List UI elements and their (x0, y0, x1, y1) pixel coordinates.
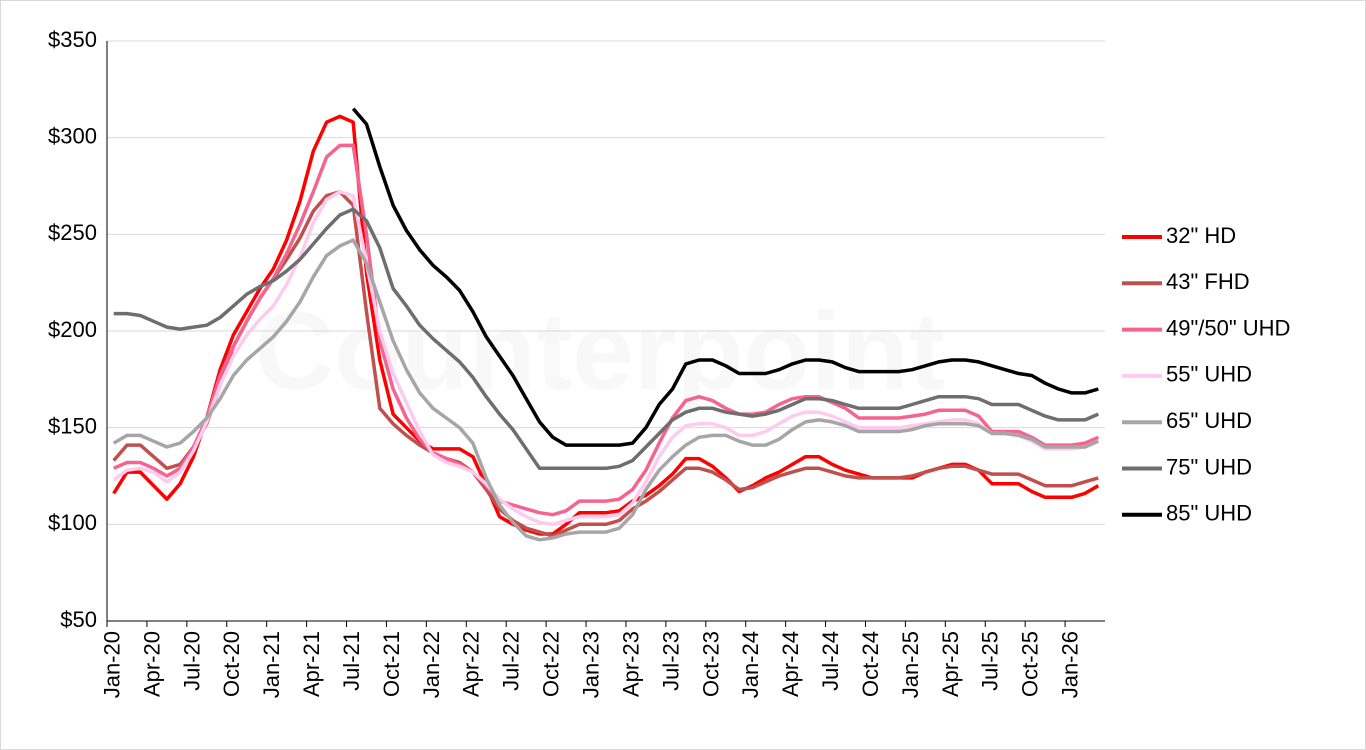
series-line (112, 190, 1099, 527)
x-tick-label: Jan-23 (579, 631, 604, 698)
y-tick-label: $100 (48, 510, 97, 535)
x-tick-label: Jan-25 (898, 631, 923, 698)
y-tick-label: $350 (48, 27, 97, 52)
x-tick-label: Jan-26 (1058, 631, 1083, 698)
legend-label: 49"/50" UHD (1166, 315, 1290, 340)
x-tick-label: Apr-25 (938, 631, 963, 697)
legend-label: 32" HD (1166, 223, 1236, 248)
x-tick-label: Jul-23 (658, 631, 683, 691)
x-tick-label: Jul-20 (179, 631, 204, 691)
x-tick-label: Oct-24 (858, 631, 883, 697)
watermark: Counterpoint (255, 290, 945, 413)
series-line (113, 207, 1099, 471)
legend-label: 43" FHD (1166, 269, 1250, 294)
x-tick-label: Apr-21 (299, 631, 324, 697)
x-tick-label: Apr-22 (459, 631, 484, 697)
x-tick-label: Jan-21 (259, 631, 284, 698)
y-tick-label: $200 (48, 317, 97, 342)
x-tick-label: Jan-24 (738, 631, 763, 698)
x-tick-label: Oct-22 (539, 631, 564, 697)
y-tick-label: $250 (48, 220, 97, 245)
y-tick-label: $150 (48, 413, 97, 438)
y-tick-label: $300 (48, 123, 97, 148)
series-line (351, 107, 1099, 447)
x-tick-label: Jul-21 (339, 631, 364, 691)
x-tick-label: Oct-25 (1018, 631, 1043, 697)
x-tick-label: Apr-20 (139, 631, 164, 697)
x-tick-label: Oct-21 (379, 631, 404, 697)
legend-label: 75" UHD (1166, 454, 1252, 479)
legend-label: 85" UHD (1166, 501, 1252, 526)
x-tick-label: Jan-20 (99, 631, 124, 698)
legend-label: 55" UHD (1166, 362, 1252, 387)
series-line (112, 238, 1099, 542)
x-tick-label: Jul-24 (818, 631, 843, 691)
y-tick-label: $50 (60, 607, 97, 632)
x-tick-label: Apr-23 (618, 631, 643, 697)
x-tick-label: Jan-22 (419, 631, 444, 698)
x-tick-label: Oct-23 (698, 631, 723, 697)
series-line (113, 143, 1099, 517)
x-tick-label: Jul-25 (978, 631, 1003, 691)
x-tick-label: Oct-20 (219, 631, 244, 697)
x-tick-label: Apr-24 (778, 631, 803, 697)
x-tick-label: Jul-22 (499, 631, 524, 691)
legend-label: 65" UHD (1166, 408, 1252, 433)
